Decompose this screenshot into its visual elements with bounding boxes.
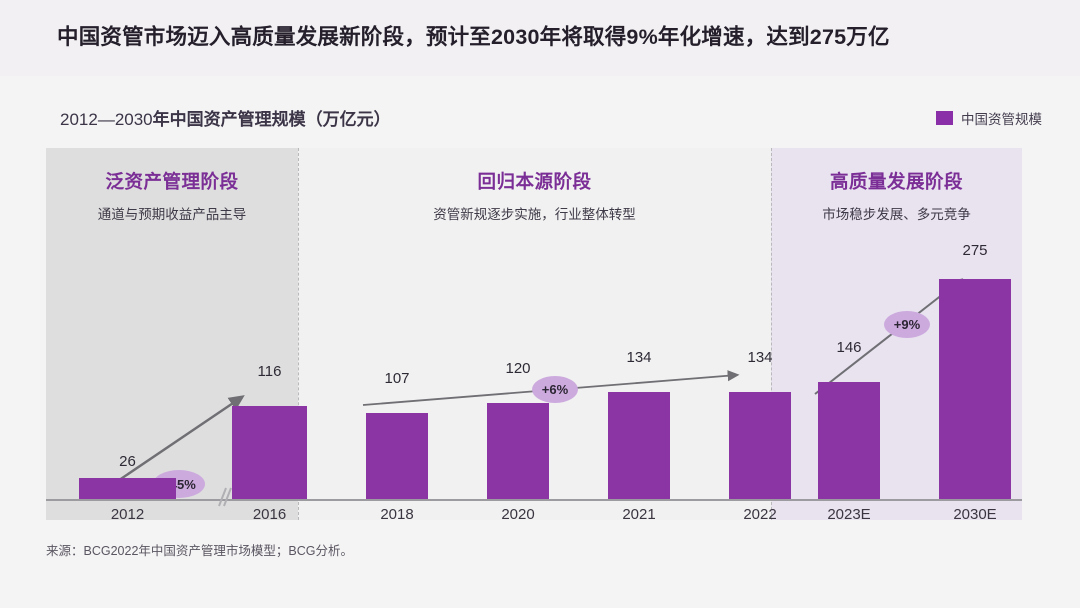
bar-category-2022: 2022: [743, 506, 777, 523]
bar-value-2020: 120: [505, 360, 531, 377]
phase-divider-1: [298, 148, 299, 520]
phase-subtitle-3: 市场稳步发展、多元竞争: [822, 207, 971, 222]
bar-2022: [729, 392, 791, 499]
bar-category-2012: 2012: [110, 506, 145, 523]
bar-2023E: [818, 382, 880, 499]
axis-baseline: [46, 499, 1022, 501]
bar-category-2016: 2016: [252, 506, 287, 523]
phase-header-2: 回归本源阶段 资管新规逐步实施，行业整体转型: [298, 168, 771, 223]
legend-swatch-icon: [936, 111, 953, 125]
title-bar: 中国资管市场迈入高质量发展新阶段，预计至2030年将取得9%年化增速，达到275…: [0, 0, 1080, 76]
bar-value-2022: 134: [747, 349, 773, 366]
bar-2012: [79, 478, 176, 499]
phase-header-1: 泛资产管理阶段 通道与预期收益产品主导: [46, 168, 298, 223]
phase-subtitle-2: 资管新规逐步实施，行业整体转型: [433, 207, 636, 222]
chart-subtitle: 2012—2030年中国资产管理规模（万亿元）: [60, 105, 391, 130]
chart-subtitle-range: 2012—2030: [60, 110, 153, 129]
growth-badge-3: +9%: [884, 311, 930, 338]
bar-category-2021: 2021: [622, 506, 656, 523]
chart-subtitle-text: 年中国资产管理规模（万亿元）: [152, 110, 391, 129]
phase-header-3: 高质量发展阶段 市场稳步发展、多元竞争: [771, 168, 1022, 223]
phase-divider-2: [771, 148, 772, 520]
phase-title-2: 回归本源阶段: [477, 171, 592, 192]
bar-category-2018: 2018: [380, 506, 414, 523]
chart-card: 2012—2030年中国资产管理规模（万亿元） 中国资管规模 泛资产管理阶段 通…: [0, 76, 1080, 608]
bar-2018: [366, 413, 428, 499]
bar-value-2016: 116: [257, 363, 282, 380]
bar-value-2030E: 275: [962, 242, 988, 259]
legend-label: 中国资管规模: [961, 112, 1042, 127]
bar-2016: [232, 406, 307, 499]
plot-area: 泛资产管理阶段 通道与预期收益产品主导 回归本源阶段 资管新规逐步实施，行业整体…: [46, 148, 1022, 523]
bar-value-2023E: 146: [836, 339, 862, 356]
axis-break-icon: [218, 487, 232, 507]
bar-value-2021: 134: [626, 349, 652, 366]
chart-legend: 中国资管规模: [936, 108, 1042, 128]
phase-subtitle-1: 通道与预期收益产品主导: [97, 207, 247, 222]
bar-category-2030E: 2030E: [953, 506, 997, 523]
growth-badge-2: +6%: [532, 376, 578, 403]
bar-2030E: [939, 279, 1011, 499]
bar-2021: [608, 392, 670, 499]
source-note: 来源：BCG2022年中国资产管理市场模型；BCG分析。: [46, 544, 353, 558]
phase-title-1: 泛资产管理阶段: [105, 171, 239, 192]
bar-category-2020: 2020: [501, 506, 535, 523]
page-title: 中国资管市场迈入高质量发展新阶段，预计至2030年将取得9%年化增速，达到275…: [57, 25, 890, 49]
bar-value-2012: 26: [119, 453, 136, 470]
bar-value-2018: 107: [384, 370, 410, 387]
bar-category-2023E: 2023E: [827, 506, 871, 523]
bar-2020: [487, 403, 549, 499]
phase-title-3: 高质量发展阶段: [829, 171, 963, 192]
